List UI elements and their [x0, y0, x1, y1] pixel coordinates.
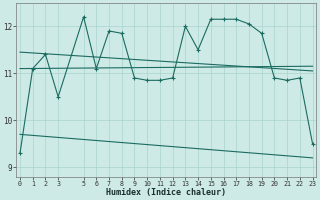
X-axis label: Humidex (Indice chaleur): Humidex (Indice chaleur) — [106, 188, 226, 197]
